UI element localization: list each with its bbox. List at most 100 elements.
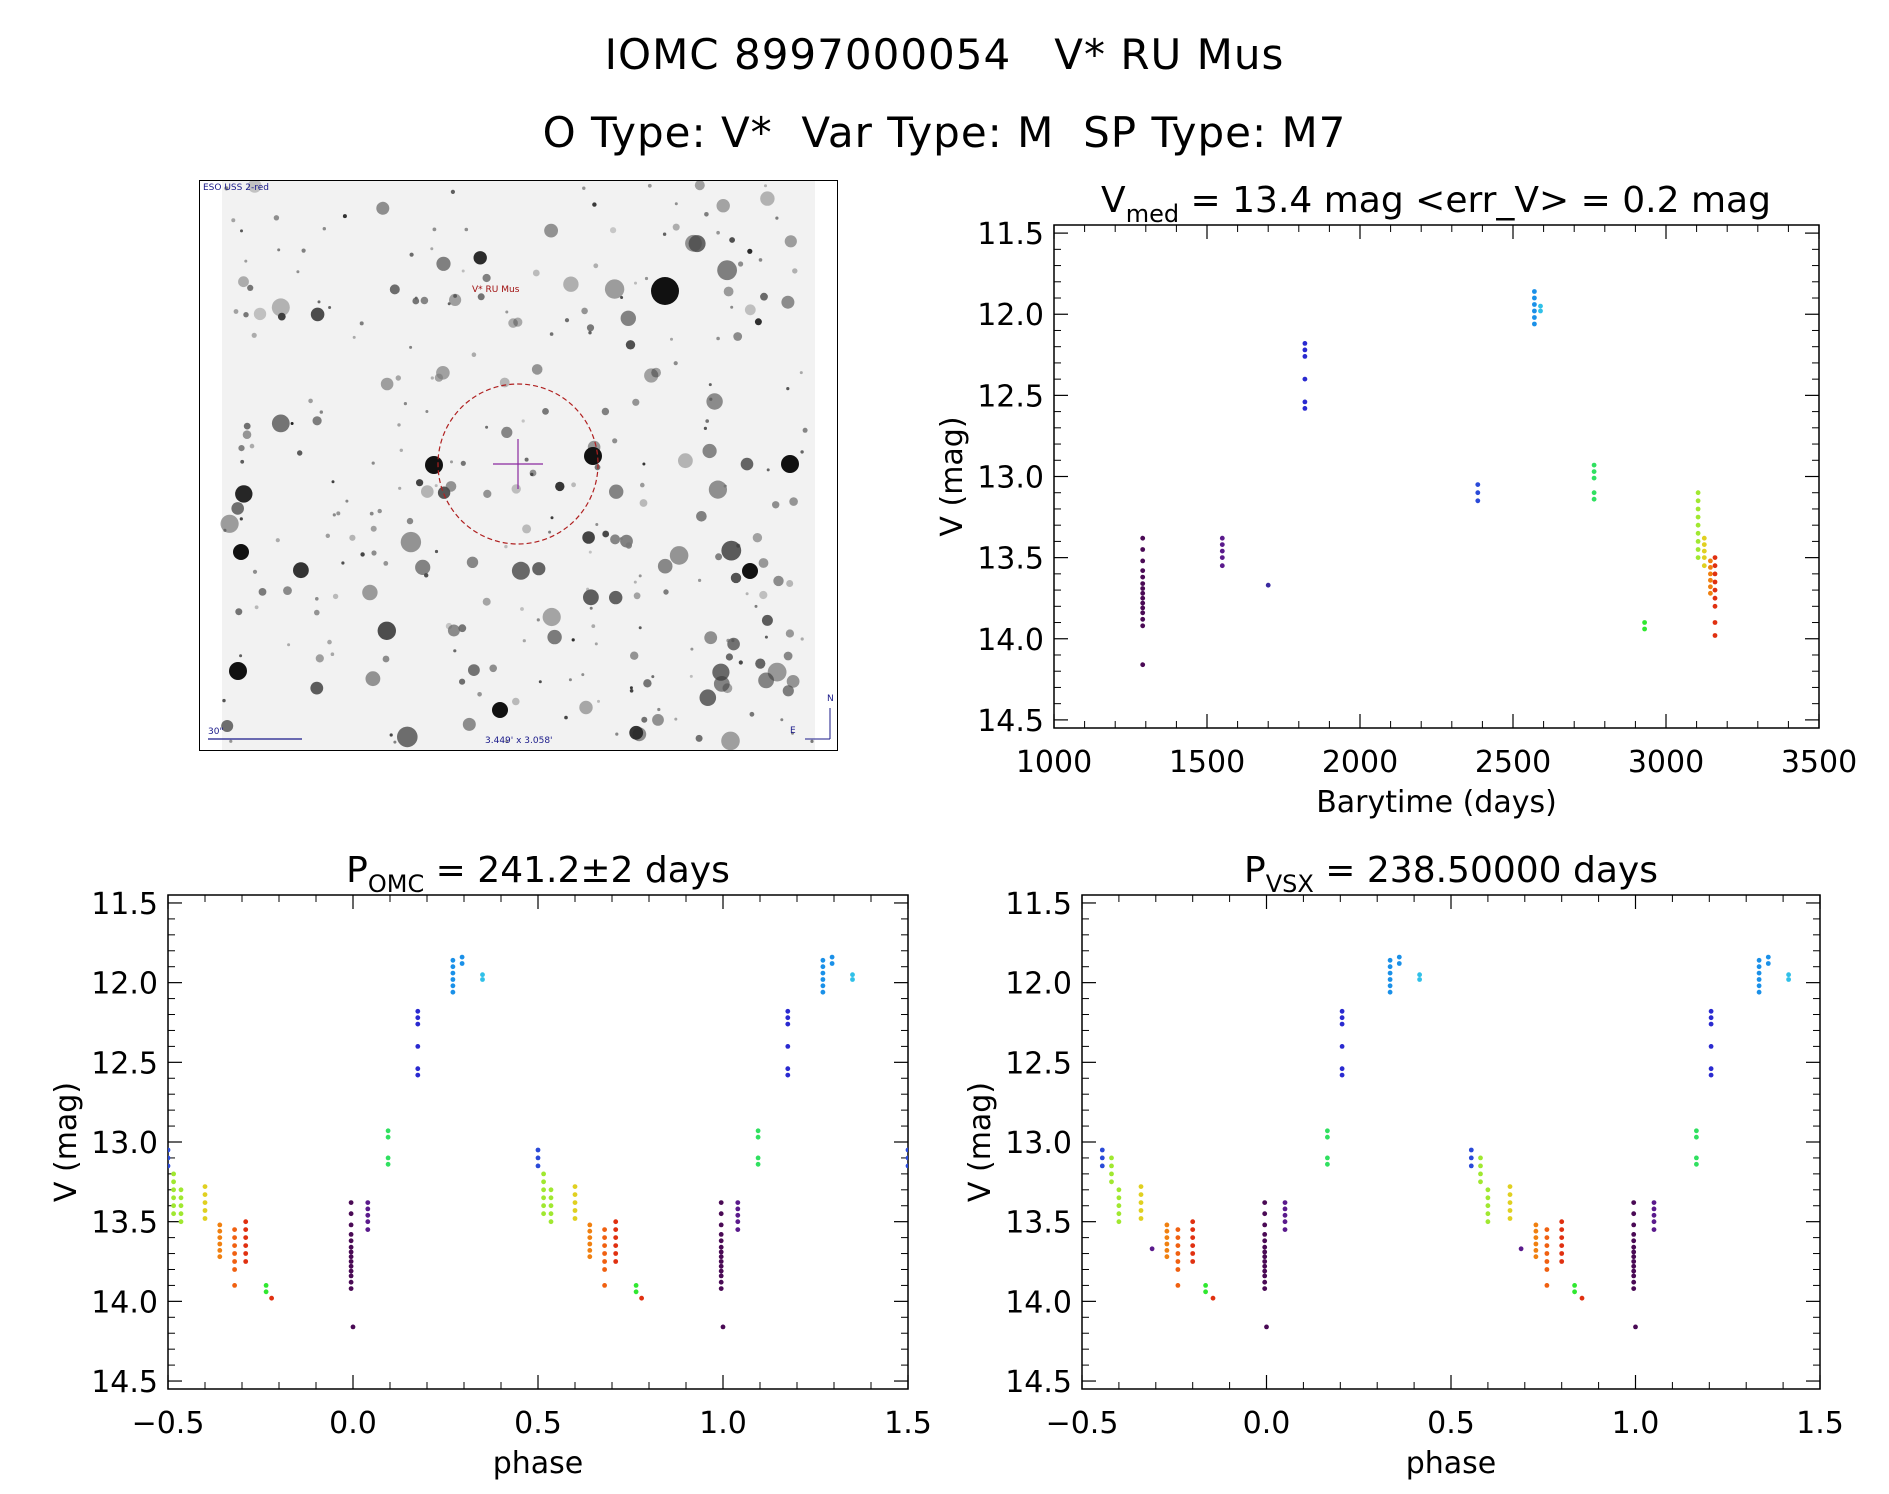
star <box>758 672 774 689</box>
data-point <box>1140 595 1146 601</box>
data-point <box>232 1283 238 1288</box>
data-point <box>1631 1238 1637 1244</box>
star <box>473 251 487 265</box>
data-point <box>1631 1259 1637 1264</box>
data-point <box>1507 1184 1513 1189</box>
data-point <box>633 1289 639 1295</box>
star <box>544 223 558 238</box>
data-point <box>548 1211 554 1217</box>
star <box>760 292 768 301</box>
data-point <box>820 989 826 995</box>
data-point <box>1387 957 1393 963</box>
star <box>629 725 644 740</box>
star <box>412 297 420 305</box>
star <box>610 534 621 545</box>
x-axis-label: phase <box>493 1446 584 1481</box>
x-tick-label: 1.0 <box>699 1406 747 1441</box>
data-point <box>1190 1251 1196 1256</box>
data-point <box>1116 1187 1122 1193</box>
data-point <box>1572 1289 1577 1295</box>
y-tick-label: 13.5 <box>1005 1206 1072 1241</box>
star <box>781 295 795 309</box>
data-point <box>1544 1259 1550 1264</box>
data-point <box>1175 1243 1181 1248</box>
star <box>505 310 509 314</box>
star <box>312 416 322 426</box>
data-point <box>385 1155 391 1161</box>
y-axis-label: V (mag) <box>935 416 970 536</box>
star <box>290 422 294 425</box>
x-tick-label: 1.0 <box>1612 1406 1660 1441</box>
star <box>609 484 624 499</box>
star <box>581 673 585 677</box>
data-point <box>1532 321 1537 327</box>
data-point <box>178 1219 184 1225</box>
data-point <box>1262 1254 1268 1260</box>
data-points <box>1099 954 1791 1330</box>
data-point <box>613 1235 619 1240</box>
star <box>293 562 309 579</box>
star <box>389 733 393 737</box>
chart-title-rest: = 13.4 mag <err_V> = 0.2 mag <box>1179 180 1771 221</box>
star <box>296 270 300 274</box>
star <box>520 607 524 611</box>
star <box>716 336 720 341</box>
star <box>283 586 292 595</box>
data-point <box>541 1211 546 1217</box>
star <box>721 731 740 750</box>
data-point <box>1559 1235 1565 1240</box>
data-point <box>718 1263 724 1269</box>
data-point <box>1631 1268 1637 1274</box>
star <box>235 608 243 616</box>
data-point <box>572 1192 578 1197</box>
star <box>397 423 401 427</box>
star <box>319 410 323 414</box>
data-point <box>348 1268 354 1274</box>
star <box>420 296 429 305</box>
data-point <box>1109 1163 1114 1169</box>
data-point <box>232 1235 238 1240</box>
star <box>336 511 341 516</box>
star <box>247 284 254 291</box>
x-tick-label: 1000 <box>1016 745 1092 780</box>
x-tick-label: 3500 <box>1781 745 1857 780</box>
data-point <box>1203 1283 1208 1288</box>
data-point <box>633 1283 639 1288</box>
data-point <box>602 1227 607 1232</box>
star <box>542 408 549 415</box>
data-point <box>905 1155 908 1161</box>
data-point <box>1140 535 1146 541</box>
data-point <box>1507 1192 1513 1197</box>
data-point <box>1651 1200 1657 1205</box>
data-point <box>1756 957 1762 963</box>
star <box>571 482 576 488</box>
data-point <box>1262 1259 1268 1264</box>
star <box>395 375 401 381</box>
data-point <box>718 1254 724 1260</box>
data-point <box>1591 469 1597 474</box>
data-point <box>202 1192 208 1197</box>
star <box>625 542 632 549</box>
star <box>630 651 639 660</box>
star <box>678 453 693 469</box>
data-point <box>459 961 465 966</box>
data-point <box>1138 1200 1144 1205</box>
data-point <box>785 1066 791 1072</box>
star <box>482 273 491 283</box>
star <box>511 561 530 580</box>
data-point <box>718 1232 724 1237</box>
star <box>512 697 520 706</box>
data-point <box>1485 1195 1491 1201</box>
data-point <box>243 1259 249 1264</box>
spectral-type: SP Type: M7 <box>1083 108 1347 157</box>
data-point <box>350 1324 356 1330</box>
data-point <box>415 1066 421 1072</box>
star <box>597 699 600 703</box>
sky-left-margin <box>200 181 222 750</box>
sky-finder-image: ESO USS 2-red V* RU Mus 30" 3.449' x 3.0… <box>199 180 838 751</box>
star <box>747 248 753 254</box>
data-point <box>1631 1249 1637 1255</box>
star <box>415 559 431 575</box>
data-point <box>1559 1259 1565 1264</box>
star <box>644 368 659 383</box>
